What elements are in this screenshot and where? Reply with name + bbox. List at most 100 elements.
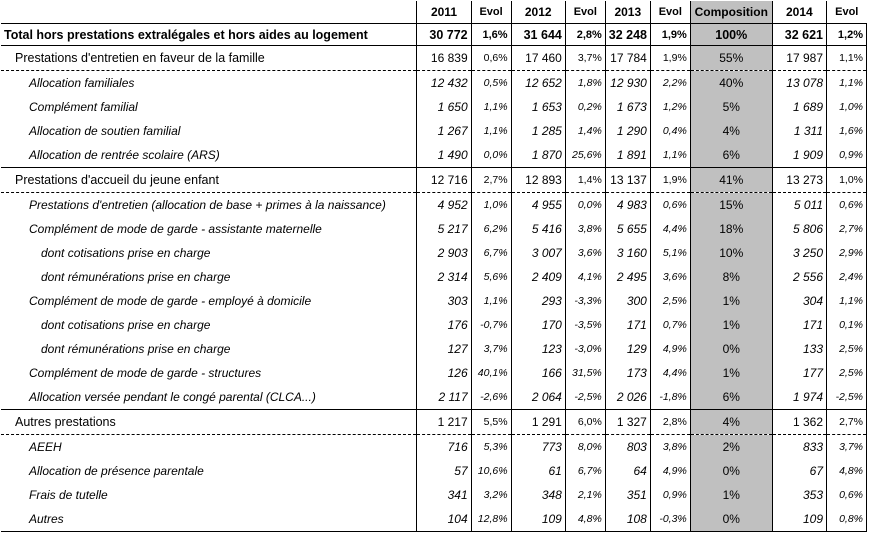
value-2011: 1 267 [416, 119, 472, 143]
table-row: dont rémunérations prise en charge 2 314 5… [1, 265, 867, 289]
evol-2014: 4,8% [826, 459, 867, 483]
evol-2012: 2,8% [564, 23, 606, 46]
value-2013: 17 784 [604, 45, 651, 71]
value-2013: 2 495 [604, 265, 651, 289]
evol-2014: 1,1% [826, 289, 867, 313]
value-2013: 173 [604, 361, 651, 385]
evol-2012: -2,5% [564, 385, 606, 410]
value-2013: 3 160 [604, 241, 651, 265]
composition-share: 6% [689, 385, 773, 410]
evol-2013: 4,4% [649, 217, 691, 241]
value-2012: 61 [510, 459, 566, 483]
value-2014: 32 621 [771, 23, 827, 46]
group-row: Autres prestations 1 217 5,5% 1 291 6,0% 1 32… [1, 409, 867, 435]
evol-2013: 3,6% [649, 265, 691, 289]
value-2012: 123 [510, 337, 566, 361]
composition-share: 41% [689, 167, 773, 193]
evol-2014: 0,6% [826, 192, 867, 217]
row-label: Autres prestations [1, 409, 417, 435]
composition-share: 0% [689, 459, 773, 483]
evol-2012: 8,0% [564, 434, 606, 459]
value-2011: 303 [416, 289, 472, 313]
evol-2012: 0,0% [564, 192, 606, 217]
evol-2014: 1,2% [826, 23, 867, 46]
table-row: Allocation de soutien familial 1 267 1,1% 1… [1, 119, 867, 143]
row-label: Frais de tutelle [29, 488, 108, 502]
table-row: Complément de mode de garde - assistante… [1, 217, 867, 241]
evol-2011: 12,8% [470, 507, 512, 532]
value-2011: 16 839 [416, 45, 472, 71]
value-2012: 348 [510, 483, 566, 507]
value-2012: 3 007 [510, 241, 566, 265]
row-label: Complément familial [29, 100, 138, 114]
value-2011: 341 [416, 483, 472, 507]
value-2013: 64 [604, 459, 651, 483]
value-2012: 2 409 [510, 265, 566, 289]
value-2011: 716 [416, 434, 472, 459]
value-2011: 4 952 [416, 192, 472, 217]
evol-2011: 1,6% [470, 23, 512, 46]
composition-share: 1% [689, 361, 773, 385]
header-evol-2011: Evol [470, 1, 512, 24]
value-2011: 12 716 [416, 167, 472, 193]
row-label: Complément de mode de garde - employé à … [29, 294, 312, 308]
evol-2012: -3,3% [564, 289, 606, 313]
evol-2014: 3,7% [826, 434, 867, 459]
evol-2012: 3,8% [564, 217, 606, 241]
value-2014: 1 311 [771, 119, 827, 143]
evol-2013: 4,4% [649, 361, 691, 385]
table-row: dont rémunérations prise en charge 127 3,7… [1, 337, 867, 361]
value-2012: 293 [510, 289, 566, 313]
evol-2014: 1,1% [826, 70, 867, 95]
table-row: Autres 104 12,8% 109 4,8% 108 -0,3% 0% 109 0,8% [1, 507, 867, 532]
composition-share: 0% [689, 337, 773, 361]
value-2011: 1 490 [416, 143, 472, 168]
value-2014: 133 [771, 337, 827, 361]
header-composition: Composition [689, 1, 773, 24]
row-label: Allocation de soutien familial [29, 124, 181, 138]
row-label: AEEH [29, 440, 62, 454]
evol-2012: 4,1% [564, 265, 606, 289]
evol-2011: -0,7% [470, 313, 512, 337]
value-2012: 166 [510, 361, 566, 385]
evol-2014: 2,7% [826, 409, 867, 435]
value-2014: 353 [771, 483, 827, 507]
evol-2014: 1,0% [826, 95, 867, 119]
composition-share: 10% [689, 241, 773, 265]
evol-2013: -0,3% [649, 507, 691, 532]
evol-2014: 0,1% [826, 313, 867, 337]
value-2013: 4 983 [604, 192, 651, 217]
value-2013: 351 [604, 483, 651, 507]
row-label: Allocation familiales [29, 76, 135, 90]
header-2012: 2012 [510, 1, 566, 24]
composition-share: 1% [689, 483, 773, 507]
evol-2013: 0,7% [649, 313, 691, 337]
evol-2014: 1,1% [826, 45, 867, 71]
value-2013: 32 248 [604, 23, 651, 46]
evol-2011: 1,0% [470, 192, 512, 217]
evol-2014: 0,9% [826, 143, 867, 168]
evol-2013: 0,6% [649, 192, 691, 217]
value-2014: 1 909 [771, 143, 827, 168]
header-2013: 2013 [604, 1, 651, 24]
composition-share: 18% [689, 217, 773, 241]
evol-2013: 1,1% [649, 143, 691, 168]
evol-2012: 1,4% [564, 167, 606, 193]
value-2014: 1 974 [771, 385, 827, 410]
evol-2013: 1,9% [649, 45, 691, 71]
composition-share: 8% [689, 265, 773, 289]
value-2013: 300 [604, 289, 651, 313]
composition-share: 55% [689, 45, 773, 71]
composition-share: 15% [689, 192, 773, 217]
evol-2012: 1,4% [564, 119, 606, 143]
table-row: Prestations d'entretien (allocation de b… [1, 192, 867, 217]
table-row: Complément familial 1 650 1,1% 1 653 0,2% 1 6… [1, 95, 867, 119]
evol-2013: -1,8% [649, 385, 691, 410]
table-row: dont cotisations prise en charge 2 903 6,7… [1, 241, 867, 265]
value-2012: 1 870 [510, 143, 566, 168]
evol-2011: -2,6% [470, 385, 512, 410]
value-2013: 1 327 [604, 409, 651, 435]
value-2013: 13 137 [604, 167, 651, 193]
value-2013: 129 [604, 337, 651, 361]
evol-2013: 5,1% [649, 241, 691, 265]
